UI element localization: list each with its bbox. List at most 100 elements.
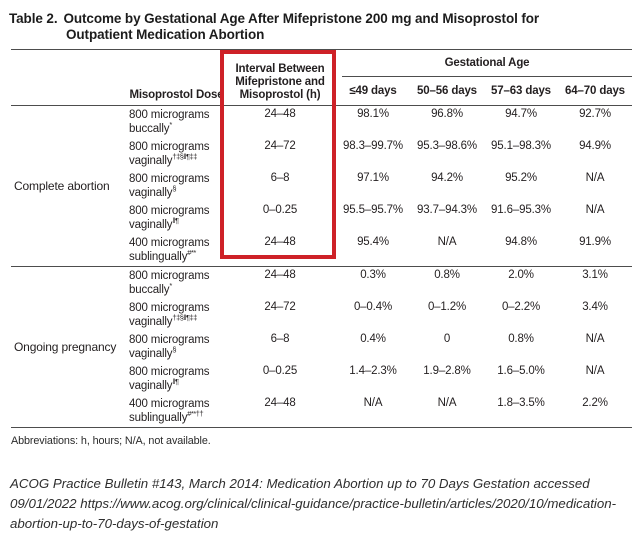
interval-cell: 6–8 (270, 333, 290, 345)
value-cell: 0.3% (360, 269, 386, 281)
dose-amount: 400 micrograms (129, 237, 210, 249)
dose-amount: 800 micrograms (129, 366, 210, 378)
row-group-label: Complete abortion (14, 179, 110, 193)
value-cell: 91.6–95.3% (491, 204, 551, 216)
dose-cell: 800 micrograms vaginally†‡§‖¶‡‡ (129, 299, 224, 331)
table-title-text: Outcome by Gestational Age After Mifepri… (63, 11, 540, 42)
value-cell: 0.8% (434, 269, 460, 281)
header-age-col-2: 50–56 days (417, 85, 477, 97)
value-cell: N/A (437, 397, 457, 409)
group-complete-abortion: Complete abortion 800 micrograms buccally… (11, 106, 632, 266)
footnote-marker: ‖¶ (172, 377, 179, 387)
footnote-marker: #**†† (187, 409, 204, 419)
value-cell: 0.8% (508, 333, 534, 345)
dose-route: vaginally (129, 380, 173, 392)
header-age-col-1: ≤49 days (349, 85, 397, 97)
value-cell: N/A (585, 172, 605, 184)
dose-cell: 800 micrograms buccally* (129, 106, 224, 138)
dose-route: vaginally (129, 316, 173, 328)
header-age-col-3: 57–63 days (491, 85, 551, 97)
value-cell: 95.1–98.3% (491, 140, 551, 152)
footnote-marker: ‖¶ (172, 216, 179, 226)
value-cell: 0–2.2% (501, 301, 541, 313)
value-cell: N/A (585, 365, 605, 377)
dose-amount: 800 micrograms (129, 334, 210, 346)
value-cell: 94.8% (505, 236, 537, 248)
header-misoprostol-dose: Misoprostol Dose (129, 89, 224, 101)
value-cell: 97.1% (357, 172, 389, 184)
value-cell: 1.9–2.8% (423, 365, 471, 377)
value-cell: 3.4% (582, 301, 608, 313)
value-cell: 93.7–94.3% (417, 204, 477, 216)
dose-route: buccally (129, 284, 170, 296)
table-number-label: Table 2. (9, 11, 58, 26)
header-gestational-age: Gestational Age (342, 50, 632, 77)
dose-amount: 400 micrograms (129, 398, 210, 410)
dose-cell: 400 micrograms sublingually#**†† (129, 395, 224, 427)
dose-cell: 800 micrograms vaginally§ (129, 170, 224, 202)
dose-amount: 800 micrograms (129, 270, 210, 282)
dose-route: vaginally (129, 187, 173, 199)
footnote-marker: †‡§‖¶‡‡ (172, 152, 197, 162)
interval-cell: 0–0.25 (262, 365, 298, 377)
dose-amount: 800 micrograms (129, 109, 210, 121)
value-cell: 94.7% (505, 108, 537, 120)
value-cell: 2.2% (582, 397, 608, 409)
header-age-col-4: 64–70 days (565, 85, 625, 97)
value-cell: 94.2% (431, 172, 463, 184)
value-cell: 3.1% (582, 269, 608, 281)
footnote-marker: †‡§‖¶‡‡ (172, 313, 197, 323)
dose-cell: 800 micrograms vaginally‖¶ (129, 363, 224, 395)
row-group-label: Ongoing pregnancy (14, 340, 117, 354)
value-cell: 1.4–2.3% (349, 365, 397, 377)
gestational-age-header-group: Gestational Age ≤49 days 50–56 days 57–6… (336, 50, 632, 105)
dose-amount: 800 micrograms (129, 302, 210, 314)
outcome-table: Misoprostol Dose Interval Between Mifepr… (11, 49, 632, 428)
dose-cell: 800 micrograms buccally* (129, 267, 224, 299)
value-cell: 92.7% (579, 108, 611, 120)
footnote-marker: #** (187, 248, 196, 258)
interval-cell: 24–48 (264, 269, 296, 281)
group-ongoing-pregnancy: Ongoing pregnancy 800 micrograms buccally… (11, 266, 632, 428)
value-cell: 91.9% (579, 236, 611, 248)
interval-cell: 24–48 (264, 397, 296, 409)
value-cell: 95.4% (357, 236, 389, 248)
interval-cell: 24–48 (264, 108, 296, 120)
interval-cell: 24–72 (264, 140, 296, 152)
value-cell: 94.9% (579, 140, 611, 152)
footnote-marker: * (169, 120, 172, 130)
dose-route: vaginally (129, 348, 173, 360)
dose-route: vaginally (129, 155, 173, 167)
value-cell: 98.3–99.7% (343, 140, 403, 152)
value-cell: N/A (585, 333, 605, 345)
value-cell: 96.8% (431, 108, 463, 120)
value-cell: N/A (437, 236, 457, 248)
value-cell: N/A (363, 397, 383, 409)
interval-cell: 24–72 (264, 301, 296, 313)
interval-cell: 24–48 (264, 236, 296, 248)
dose-cell: 800 micrograms vaginally†‡§‖¶‡‡ (129, 138, 224, 170)
dose-cell: 400 micrograms sublingually#** (129, 234, 224, 266)
value-cell: 0–1.2% (427, 301, 467, 313)
dose-route: sublingually (129, 412, 188, 424)
value-cell: 2.0% (508, 269, 534, 281)
value-cell: 95.3–98.6% (417, 140, 477, 152)
dose-route: sublingually (129, 251, 188, 263)
gestational-age-columns: ≤49 days 50–56 days 57–63 days 64–70 day… (336, 77, 632, 105)
footnote-marker: * (169, 281, 172, 291)
dose-amount: 800 micrograms (129, 141, 210, 153)
interval-cell: 6–8 (270, 172, 290, 184)
dose-cell: 800 micrograms vaginally§ (129, 331, 224, 363)
dose-route: vaginally (129, 219, 173, 231)
footnote-marker: § (172, 184, 177, 194)
interval-cell: 0–0.25 (262, 204, 298, 216)
dose-amount: 800 micrograms (129, 173, 210, 185)
value-cell: 0.4% (360, 333, 386, 345)
footnote-marker: § (172, 345, 177, 355)
value-cell: 1.6–5.0% (497, 365, 545, 377)
abbreviations-note: Abbreviations: h, hours; N/A, not availa… (11, 435, 211, 447)
value-cell: 0–0.4% (353, 301, 393, 313)
table-title: Table 2. Outcome by Gestational Age After… (9, 11, 609, 43)
value-cell: 1.8–3.5% (497, 397, 545, 409)
